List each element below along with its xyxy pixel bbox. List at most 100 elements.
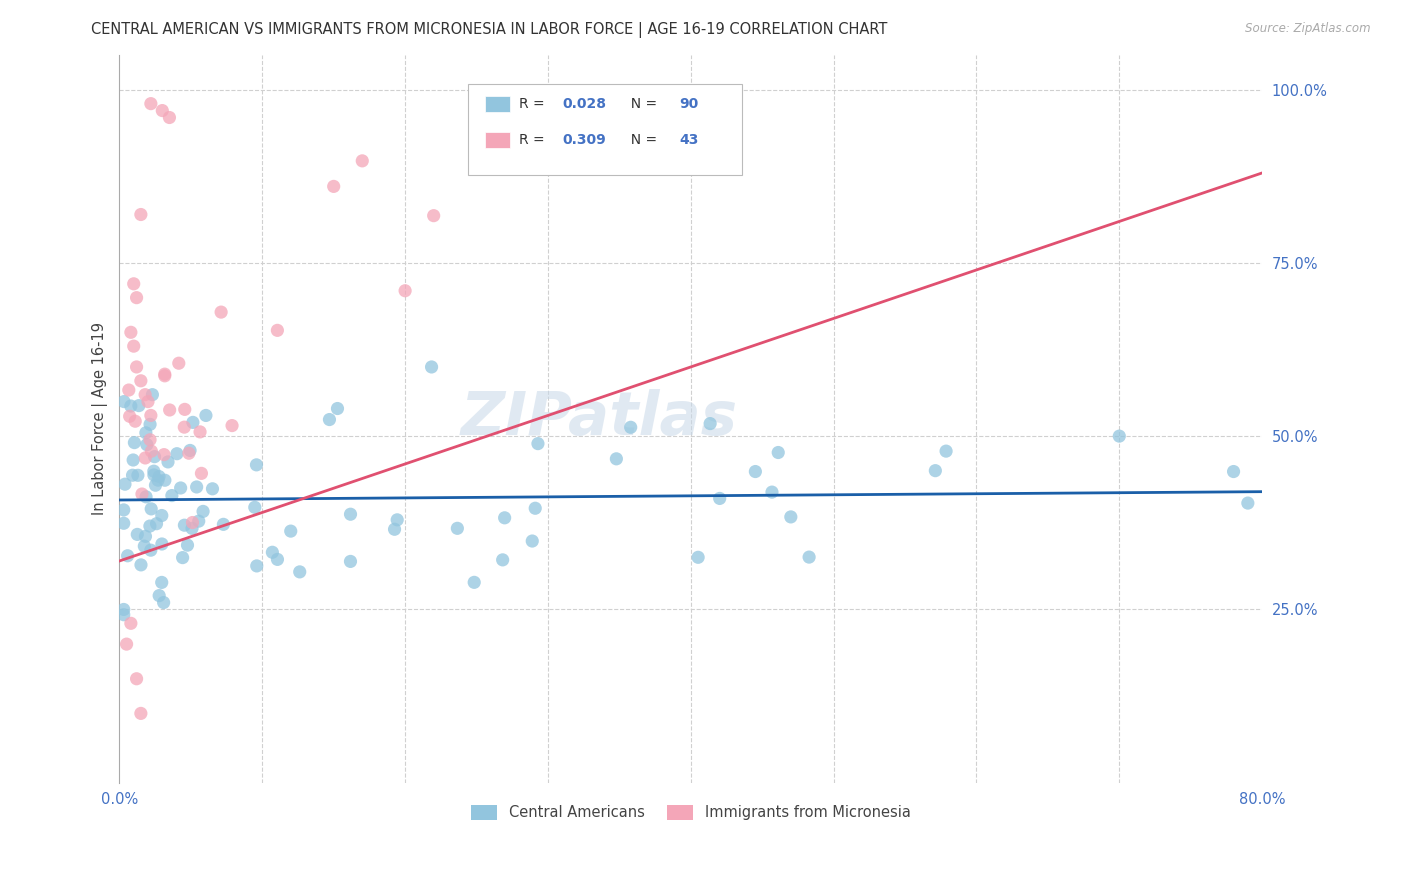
Point: [935, 444, 957, 458]
Point: [394, 284, 416, 298]
Point: [173, 420, 195, 434]
Text: 43: 43: [679, 133, 699, 147]
Point: [326, 401, 349, 416]
Point: [494, 511, 516, 525]
Point: [141, 444, 163, 458]
Point: [181, 416, 204, 430]
Point: [605, 451, 627, 466]
FancyBboxPatch shape: [485, 95, 510, 112]
Point: [527, 436, 550, 450]
Point: [179, 443, 201, 458]
Point: [246, 558, 269, 573]
Point: [127, 527, 149, 541]
Point: [120, 326, 142, 340]
Point: [209, 305, 232, 319]
Text: R =: R =: [519, 133, 550, 147]
Point: [172, 550, 194, 565]
Point: [134, 529, 156, 543]
Point: [125, 291, 148, 305]
Point: [121, 468, 143, 483]
Text: 0.309: 0.309: [562, 133, 606, 147]
Point: [688, 550, 710, 565]
Point: [135, 437, 157, 451]
Point: [699, 417, 721, 431]
Point: [134, 539, 156, 553]
Point: [190, 467, 212, 481]
Point: [384, 522, 406, 536]
Point: [124, 435, 146, 450]
Point: [322, 179, 344, 194]
Point: [153, 367, 176, 381]
Point: [139, 543, 162, 558]
Point: [620, 420, 643, 434]
Text: R =: R =: [519, 97, 550, 111]
Point: [522, 534, 544, 549]
Point: [176, 538, 198, 552]
Point: [187, 514, 209, 528]
Point: [129, 207, 152, 221]
Point: [709, 491, 731, 506]
Point: [744, 465, 766, 479]
Point: [1222, 465, 1244, 479]
Point: [245, 458, 267, 472]
Point: [387, 513, 409, 527]
Point: [139, 433, 162, 447]
Point: [266, 323, 288, 337]
Point: [125, 672, 148, 686]
Point: [118, 383, 141, 397]
Point: [134, 450, 156, 465]
Text: Source: ZipAtlas.com: Source: ZipAtlas.com: [1246, 22, 1371, 36]
Point: [169, 481, 191, 495]
Point: [156, 455, 179, 469]
Point: [492, 553, 515, 567]
Point: [122, 277, 145, 291]
Point: [186, 480, 208, 494]
Point: [181, 521, 204, 535]
Point: [768, 445, 790, 459]
Text: CENTRAL AMERICAN VS IMMIGRANTS FROM MICRONESIA IN LABOR FORCE | AGE 16-19 CORREL: CENTRAL AMERICAN VS IMMIGRANTS FROM MICR…: [91, 22, 887, 38]
Point: [150, 537, 173, 551]
Point: [446, 521, 468, 535]
Point: [146, 473, 169, 487]
Point: [166, 447, 188, 461]
Point: [135, 490, 157, 504]
Point: [129, 706, 152, 721]
Point: [124, 414, 146, 428]
Point: [141, 502, 163, 516]
Point: [150, 508, 173, 523]
Point: [153, 448, 176, 462]
Text: N =: N =: [623, 133, 662, 147]
Point: [143, 450, 166, 464]
Point: [152, 595, 174, 609]
Point: [136, 394, 159, 409]
Point: [112, 602, 135, 616]
Point: [112, 394, 135, 409]
Point: [266, 552, 288, 566]
Point: [221, 418, 243, 433]
Point: [167, 356, 190, 370]
Point: [524, 501, 547, 516]
Point: [139, 409, 162, 423]
Point: [129, 558, 152, 572]
Point: [188, 425, 211, 439]
Point: [131, 487, 153, 501]
Point: [114, 477, 136, 491]
Point: [135, 425, 157, 440]
Point: [150, 103, 173, 118]
Point: [122, 453, 145, 467]
Point: [779, 510, 801, 524]
Point: [115, 637, 138, 651]
Text: ZIPatlas: ZIPatlas: [461, 390, 738, 449]
Point: [128, 399, 150, 413]
Point: [153, 368, 176, 383]
Point: [145, 478, 167, 492]
Point: [191, 504, 214, 518]
Point: [112, 516, 135, 531]
Point: [120, 616, 142, 631]
Point: [148, 469, 170, 483]
Point: [139, 519, 162, 533]
Text: N =: N =: [623, 97, 662, 111]
Point: [142, 464, 165, 478]
Point: [422, 209, 444, 223]
Point: [112, 503, 135, 517]
